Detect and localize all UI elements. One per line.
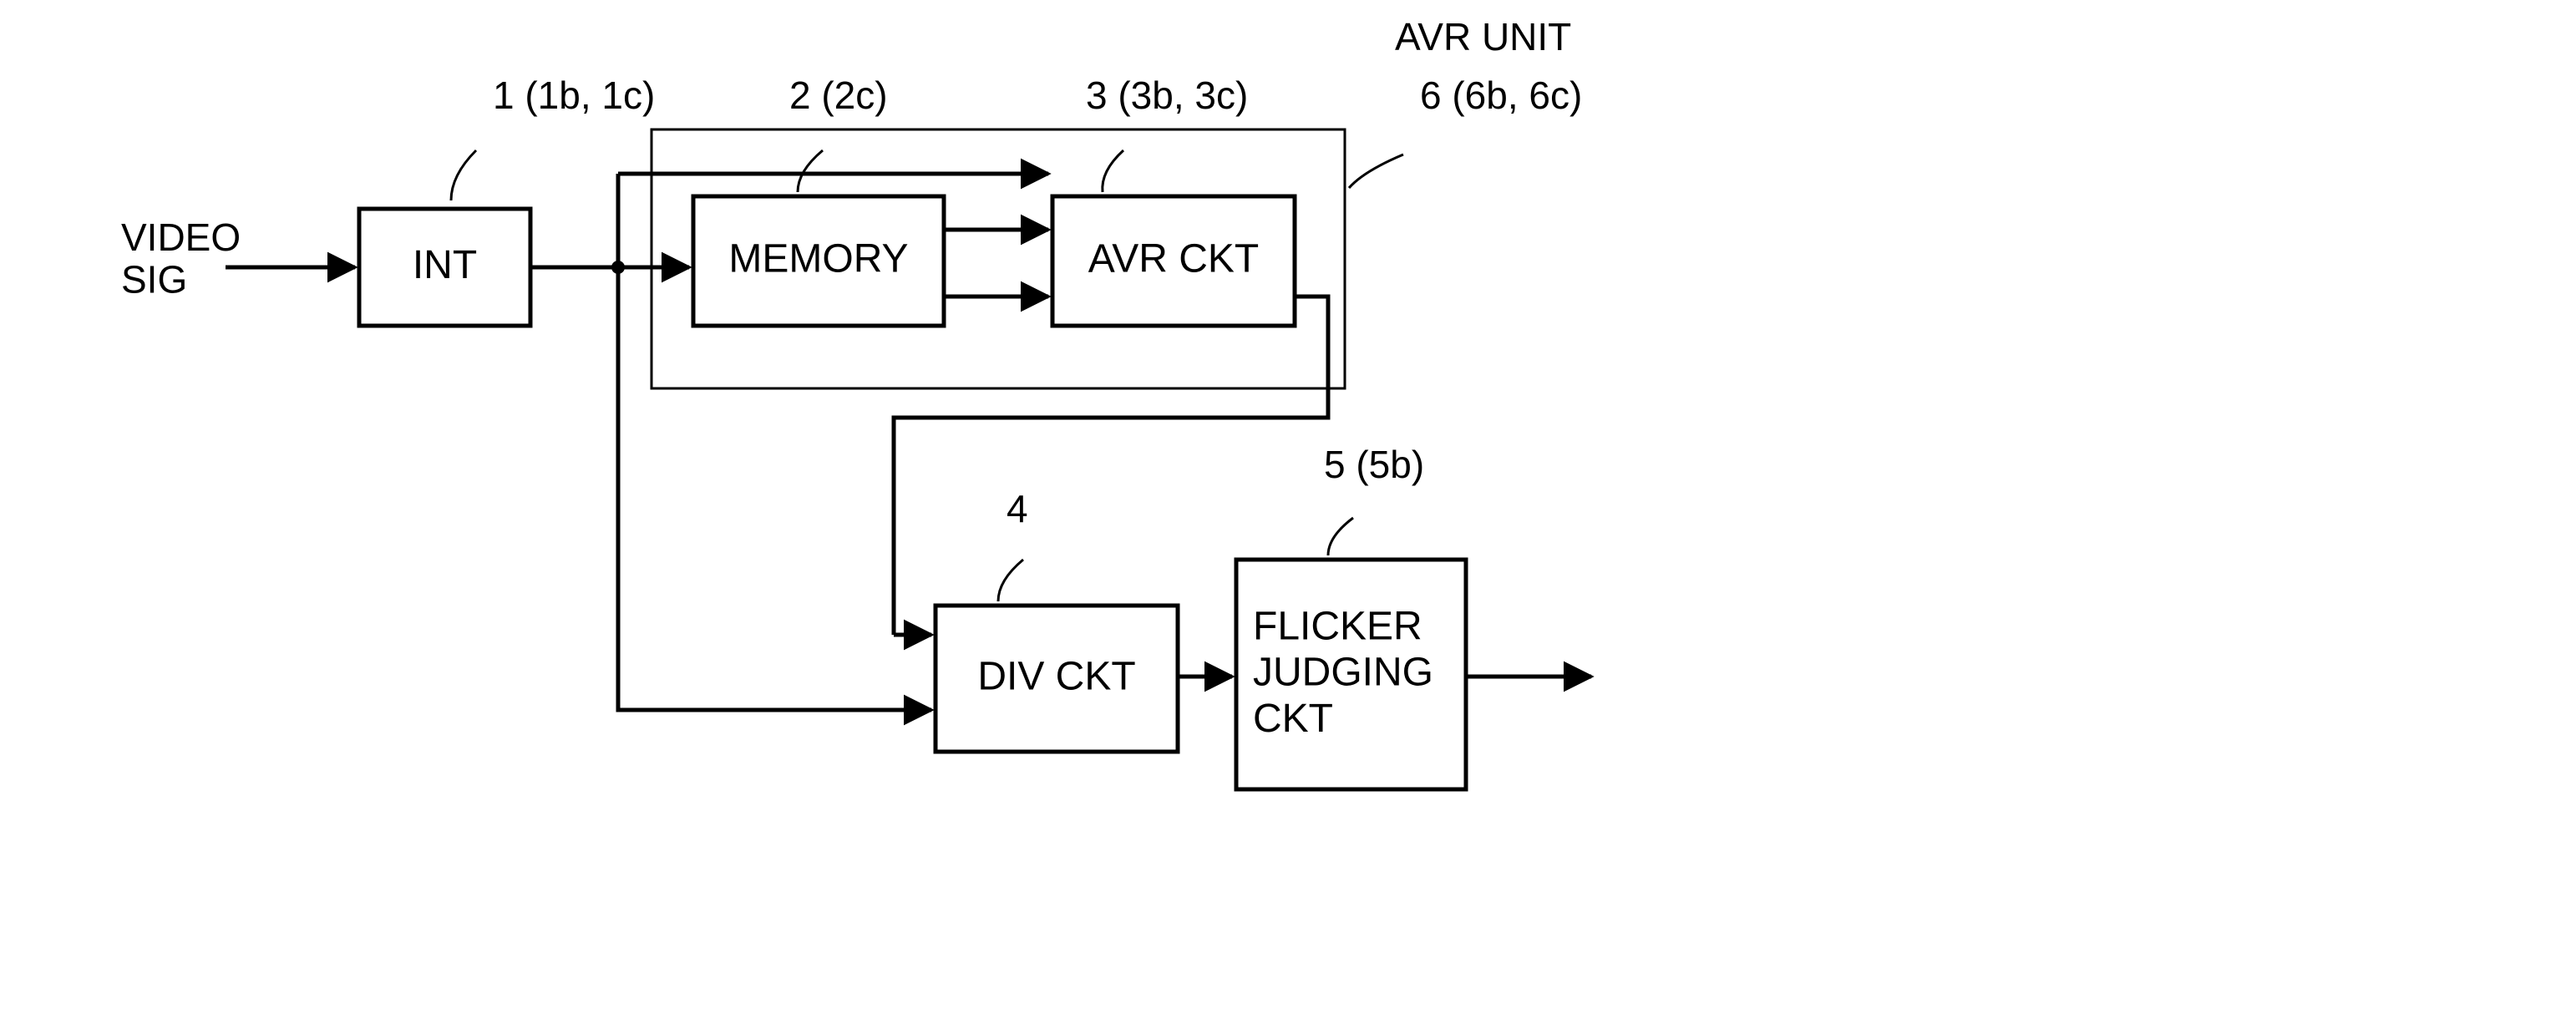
lbl_6: 6 (6b, 6c) bbox=[1420, 74, 1582, 117]
video_sig: VIDEO bbox=[121, 215, 241, 259]
lbl_4: 4 bbox=[1007, 487, 1028, 530]
lbl_5: 5 (5b) bbox=[1324, 443, 1424, 486]
div-label: DIV CKT bbox=[977, 655, 1135, 699]
int-label: INT bbox=[413, 243, 477, 287]
flicker-label: JUDGING bbox=[1253, 651, 1433, 695]
lbl_3: 3 (3b, 3c) bbox=[1086, 74, 1248, 117]
lbl_1: 1 (1b, 1c) bbox=[493, 74, 655, 117]
flicker-label: FLICKER bbox=[1253, 605, 1422, 649]
lbl_2: 2 (2c) bbox=[789, 74, 888, 117]
avr-label: AVR CKT bbox=[1088, 237, 1259, 281]
video_sig: SIG bbox=[121, 258, 187, 302]
flicker-label: CKT bbox=[1253, 697, 1333, 741]
memory-label: MEMORY bbox=[728, 237, 908, 281]
lbl_avr_unit: AVR UNIT bbox=[1395, 15, 1571, 58]
